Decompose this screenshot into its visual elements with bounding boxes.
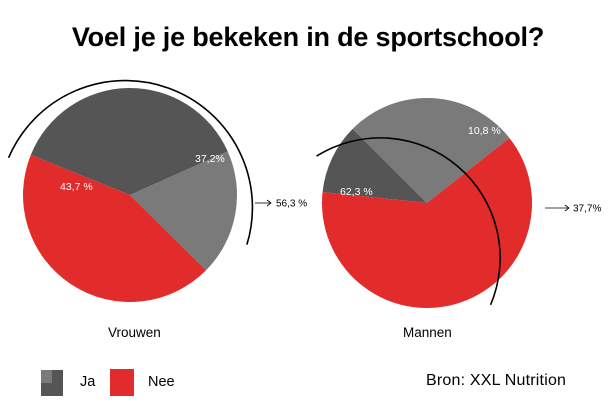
legend-nee-label: Nee [148,374,175,390]
legend-ja-swatch-dark [52,370,63,383]
legend-ja-swatch [41,370,63,396]
pie-1-slice-1-ja [352,98,510,203]
pie-chart-vrouwen: 37,2% 43,7 % 56,3 % Vrouwen [7,79,307,340]
pie-1-slice-2-label: 62,3 % [340,186,373,198]
legend-nee-swatch [110,369,134,396]
pie-1-bracket-arrowhead [564,204,570,212]
pie-1-slice-2-nee [322,137,533,309]
pie-0-slice-1-ja [130,151,238,271]
pie-1-slice-0-ja [322,128,427,203]
legend-ja-label: Ja [80,374,96,390]
pie-0-bracket-arrowhead [266,199,272,207]
pie-1-bracket-label: 37,7% [573,204,601,215]
pie-1-bracket-arc [316,137,501,306]
legend-ja-swatch-light [41,370,52,383]
chart-title: Voel je je bekeken in de sportschool? [71,22,545,52]
pie-0-bracket-arc [7,79,254,245]
pie-chart-mannen: 10,8 % 62,3 % 37,7% Mannen [316,98,601,340]
source-credit: Bron: XXL Nutrition [426,372,567,389]
pie-1-name: Mannen [403,325,452,340]
pie-1-slice-0-label: 10,8 % [468,125,501,137]
legend-ja-swatch-dark-bottom [41,383,63,396]
pie-0-name: Vrouwen [108,325,161,340]
pie-0-bracket-label: 56,3 % [276,199,307,210]
pie-0-slice-2-label: 43,7 % [60,181,93,193]
pie-0-slice-0-ja [30,87,228,195]
pie-0-slice-2-nee [22,154,207,303]
pie-0-slice-0-label: 37,2% [195,153,225,165]
